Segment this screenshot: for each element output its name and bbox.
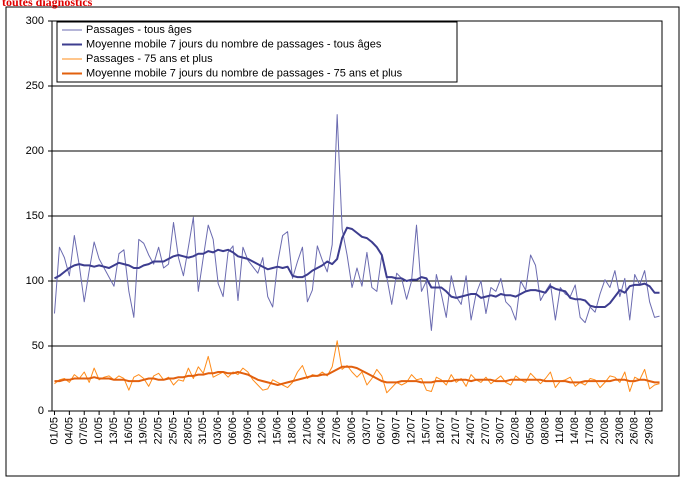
x-tick-label: 25/05 [167, 417, 179, 445]
x-tick-label: 23/08 [614, 417, 626, 445]
y-tick-label: 50 [32, 340, 44, 352]
x-tick-label: 21/07 [450, 417, 462, 445]
chart-title: toutes diagnostics [2, 0, 93, 9]
series-line [54, 365, 660, 386]
x-tick-label: 15/07 [420, 417, 432, 445]
y-tick-label: 150 [26, 210, 44, 222]
x-tick-label: 27/07 [480, 417, 492, 445]
x-tick-label: 28/05 [182, 417, 194, 445]
x-tick-label: 20/08 [599, 417, 611, 445]
y-tick-label: 300 [26, 15, 44, 27]
legend-label: Passages - 75 ans et plus [86, 53, 213, 65]
x-tick-label: 12/06 [257, 417, 269, 445]
x-tick-label: 26/08 [629, 417, 641, 445]
x-tick-label: 11/08 [554, 417, 566, 444]
series-line [54, 226, 660, 308]
x-tick-label: 06/06 [227, 417, 239, 445]
y-tick-label: 250 [26, 80, 44, 92]
x-tick-label: 30/06 [346, 417, 358, 445]
x-tick-label: 01/05 [48, 417, 60, 445]
x-tick-label: 16/05 [123, 417, 135, 445]
x-tick-label: 22/05 [153, 417, 165, 445]
x-tick-label: 29/08 [644, 417, 656, 445]
x-tick-label: 03/06 [212, 417, 224, 445]
x-tick-label: 19/05 [138, 417, 150, 445]
legend-label: Passages - tous âges [86, 24, 192, 36]
y-tick-label: 0 [38, 405, 44, 417]
x-tick-label: 09/06 [242, 417, 254, 445]
x-tick-label: 08/08 [539, 417, 551, 445]
legend-label: Moyenne mobile 7 jours du nombre de pass… [86, 38, 382, 50]
x-tick-label: 24/06 [316, 417, 328, 445]
x-tick-label: 03/07 [361, 417, 373, 445]
x-tick-label: 04/05 [63, 417, 75, 445]
x-tick-label: 06/07 [376, 417, 388, 445]
x-tick-label: 07/05 [78, 417, 90, 445]
x-tick-label: 18/07 [435, 417, 447, 445]
plot-frame [51, 20, 663, 412]
x-tick-label: 27/06 [331, 417, 343, 445]
x-tick-label: 14/08 [569, 417, 581, 445]
y-tick-label: 100 [26, 275, 44, 287]
x-tick-label: 17/08 [584, 417, 596, 445]
x-tick-label: 24/07 [465, 417, 477, 445]
legend-label: Moyenne mobile 7 jours du nombre de pass… [86, 67, 403, 79]
x-tick-label: 13/05 [108, 417, 120, 445]
x-tick-label: 10/05 [93, 417, 105, 445]
series-line [53, 114, 660, 331]
legend-box [56, 21, 458, 83]
x-tick-label: 15/06 [272, 417, 284, 445]
y-tick-label: 200 [26, 145, 44, 157]
x-tick-label: 02/08 [510, 417, 522, 445]
series-line [54, 340, 660, 394]
x-tick-label: 21/06 [301, 417, 313, 445]
x-tick-label: 31/05 [197, 417, 209, 445]
x-tick-label: 30/07 [495, 417, 507, 445]
chart-border [5, 6, 680, 477]
x-tick-label: 12/07 [405, 417, 417, 445]
x-tick-label: 09/07 [391, 417, 403, 445]
x-tick-label: 05/08 [524, 417, 536, 445]
x-tick-label: 18/06 [286, 417, 298, 445]
